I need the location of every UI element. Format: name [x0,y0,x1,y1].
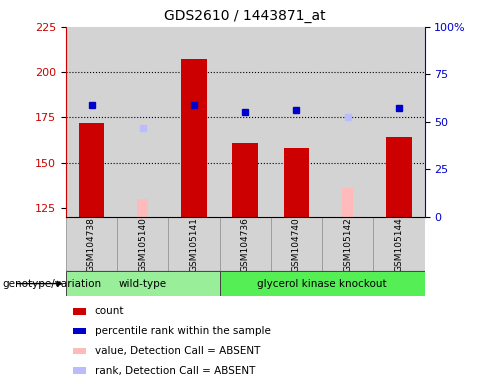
Bar [284,148,309,217]
Bar [220,217,271,271]
Text: glycerol kinase knockout: glycerol kinase knockout [257,278,387,289]
Title: GDS2610 / 1443871_at: GDS2610 / 1443871_at [164,9,326,23]
Bar [66,217,117,271]
Bar [373,217,425,271]
Text: genotype/variation: genotype/variation [2,278,102,289]
Bar [137,199,148,217]
Bar [220,27,271,217]
Bar [117,217,168,271]
Text: GSM105140: GSM105140 [138,217,147,272]
Text: GSM105144: GSM105144 [394,218,404,272]
Text: GSM104738: GSM104738 [87,217,96,272]
Bar [220,271,425,296]
Bar [232,143,258,217]
Bar [342,188,353,217]
Text: GSM104736: GSM104736 [241,217,250,272]
Text: wild-type: wild-type [119,278,167,289]
Bar [79,123,104,217]
Text: count: count [95,306,124,316]
Text: value, Detection Call = ABSENT: value, Detection Call = ABSENT [95,346,260,356]
Text: GSM105141: GSM105141 [189,217,199,272]
Bar [271,27,322,217]
Text: rank, Detection Call = ABSENT: rank, Detection Call = ABSENT [95,366,255,376]
Bar [117,27,168,217]
Bar [181,60,207,217]
Bar [66,27,117,217]
Bar [322,27,373,217]
Text: GSM105142: GSM105142 [343,218,352,272]
Bar [168,217,220,271]
Bar [73,367,85,374]
Bar [73,328,85,334]
Bar [66,271,220,296]
Bar [373,27,425,217]
Bar [386,137,412,217]
Bar [73,348,85,354]
Text: percentile rank within the sample: percentile rank within the sample [95,326,270,336]
Bar [322,217,373,271]
Bar [271,217,322,271]
Text: GSM104740: GSM104740 [292,218,301,272]
Bar [73,308,85,314]
Bar [168,27,220,217]
